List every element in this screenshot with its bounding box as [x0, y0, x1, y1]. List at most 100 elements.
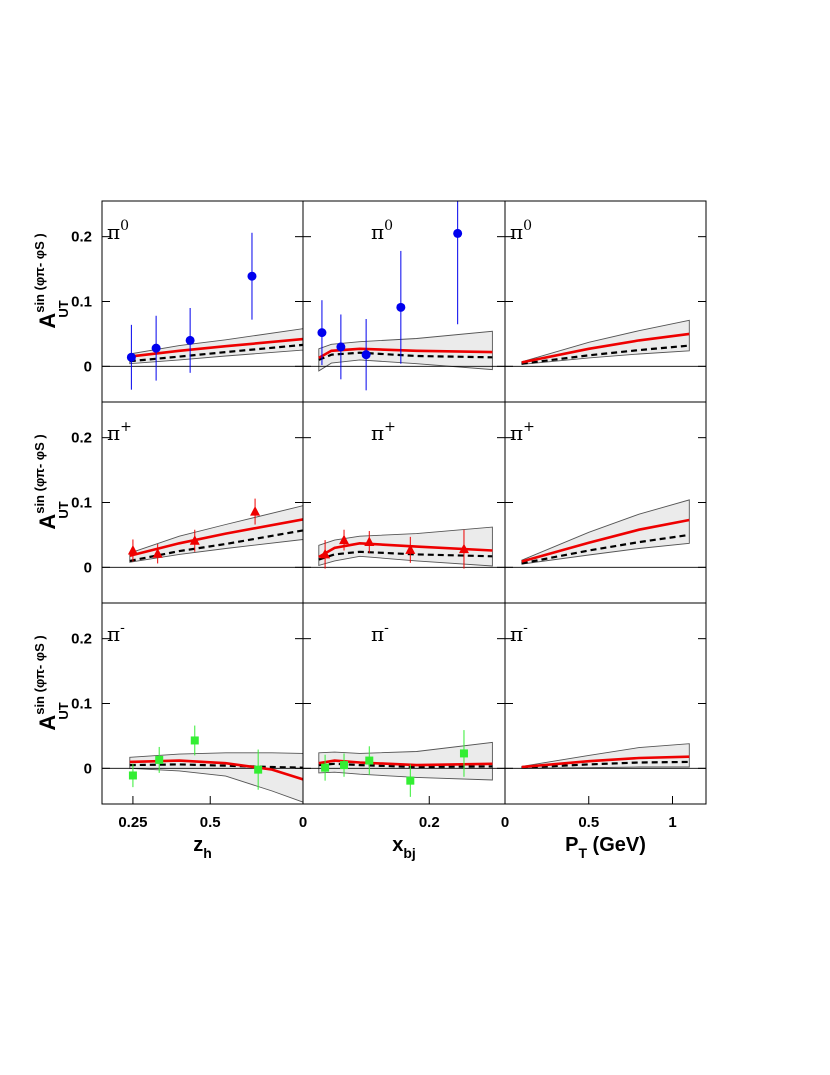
data-point [320, 548, 331, 559]
panel-frame [302, 401, 506, 604]
x-axis-title-sub: bj [403, 845, 415, 861]
data-point [317, 328, 327, 338]
dashed-curve [521, 344, 690, 365]
data-point [127, 544, 138, 555]
solid-curve [318, 759, 493, 767]
data-point [458, 543, 469, 554]
panel-label-particle: π [371, 622, 384, 646]
data-point [152, 548, 163, 558]
panel-label-charge: 0 [523, 218, 532, 234]
panel-label: π- [510, 620, 528, 646]
y-tick-label: 0.2 [71, 229, 92, 246]
panel-plot-area [505, 743, 706, 769]
y-axis-label: Asin (φπ- φS ) UT [32, 635, 71, 730]
panel-label: π- [371, 620, 389, 646]
solid-curve [521, 332, 690, 364]
y-tick-label: 0.2 [71, 430, 92, 447]
uncertainty-band [318, 741, 493, 781]
panel-1-1: π+ [302, 401, 506, 604]
panel-2-1: π- 0 0.2 [299, 602, 506, 831]
y-label-superscript: sin (φπ- φS ) [32, 635, 47, 714]
panel-plot-area [303, 526, 505, 569]
data-point [190, 736, 199, 745]
y-label-main: A [35, 514, 60, 530]
y-axis-label-text: Asin (φπ- φS ) [32, 635, 60, 730]
solid-curve [521, 518, 690, 563]
y-tick-label: 0 [84, 760, 92, 777]
data-point [151, 343, 161, 353]
dashed-curve [521, 760, 690, 769]
panel-label-particle: π [107, 220, 120, 244]
panel-plot-area [303, 730, 505, 797]
y-axis-label: Asin (φπ- φS ) UT [32, 233, 71, 328]
data-point [247, 271, 257, 281]
panel-plot-area [102, 498, 303, 568]
panel-label-charge: + [120, 419, 132, 435]
x-axis-title: xbj [392, 834, 416, 861]
panel-plot-area [505, 319, 706, 367]
x-axis-title: zh [193, 834, 212, 861]
x-axis-title-main: P [565, 834, 578, 856]
y-axis-label-sub: UT [56, 300, 71, 317]
y-axis-label-sub: UT [56, 501, 71, 518]
panel-frame [504, 602, 707, 805]
panel-label-charge: + [523, 419, 535, 435]
solid-curve [129, 518, 303, 557]
data-point [185, 335, 195, 345]
panel-frame [101, 401, 304, 604]
solid-curve [129, 337, 303, 358]
y-tick-label: 0.1 [71, 696, 92, 713]
solid-curve [318, 541, 493, 559]
panel-plot-area [102, 232, 303, 390]
panel-label: π+ [371, 419, 396, 445]
panel-label: π0 [107, 218, 129, 244]
data-point [361, 350, 371, 360]
x-tick-label: 0 [299, 814, 307, 831]
panel-frame [504, 401, 707, 604]
data-point [128, 771, 137, 780]
y-label-main: A [35, 715, 60, 731]
panel-label-particle: π [510, 421, 523, 445]
panel-label-charge: + [384, 419, 396, 435]
panel-frame [302, 200, 506, 403]
dashed-curve [318, 762, 493, 769]
y-axis-label-sub: UT [56, 702, 71, 719]
x-axis-title-main: x [392, 834, 403, 856]
panel-label-charge: - [384, 620, 389, 636]
panel-label-particle: π [371, 421, 384, 445]
dashed-curve [129, 763, 303, 769]
panel-label: π+ [510, 419, 535, 445]
x-axis-title-sub: T [578, 845, 587, 861]
data-point [365, 756, 374, 765]
panel-2-2: π- 0 0.5 1 [501, 602, 707, 831]
panel-0-2: π0 [504, 200, 707, 403]
x-axis-title-sub: h [203, 845, 212, 861]
panel-0-1: π0 [302, 200, 506, 403]
solid-curve [318, 347, 493, 360]
y-tick-label: 0.2 [71, 631, 92, 648]
data-point [126, 352, 136, 362]
data-point [453, 228, 463, 238]
y-axis-label: Asin (φπ- φS ) UT [32, 434, 71, 529]
data-point [189, 535, 200, 545]
panel-label-particle: π [510, 622, 523, 646]
panel-label-charge: - [523, 620, 528, 636]
dashed-curve [318, 351, 493, 361]
data-point [406, 776, 415, 785]
dashed-curve [521, 533, 690, 565]
x-tick-label: 0.2 [419, 814, 440, 831]
data-point [321, 763, 330, 772]
panel-label: π+ [107, 419, 132, 445]
data-point [396, 302, 406, 312]
x-tick-label: 0.25 [118, 814, 147, 831]
x-axis-title-unit: (GeV) [587, 834, 646, 856]
dashed-curve [129, 343, 303, 363]
x-tick-label: 0 [501, 814, 509, 831]
x-axis-title: PT (GeV) [565, 834, 646, 861]
data-point [364, 536, 375, 547]
y-tick-label: 0 [84, 358, 92, 375]
panel-label: π0 [371, 218, 393, 244]
